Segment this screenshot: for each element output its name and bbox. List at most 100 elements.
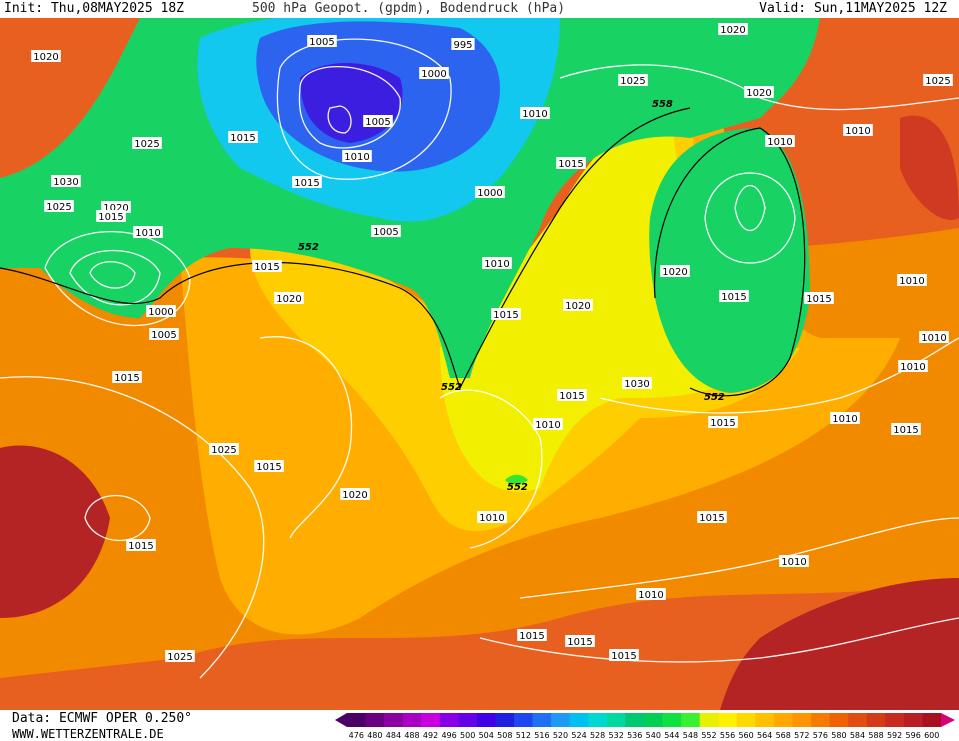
- pressure-label-text: 1000: [477, 188, 502, 199]
- isohypse-line: [0, 107, 691, 390]
- pressure-label: 1005: [307, 35, 337, 48]
- pressure-label-box: [898, 360, 928, 372]
- legend-swatch: [421, 713, 441, 727]
- pressure-label-box: [804, 292, 834, 304]
- legend-tick-label: 536: [627, 731, 642, 740]
- pressure-label: 1005: [149, 328, 179, 341]
- isobar: [327, 105, 352, 134]
- legend-swatch: [681, 713, 701, 727]
- legend-tick-label: 540: [646, 731, 661, 740]
- isobar: [519, 517, 959, 599]
- pressure-label: 1025: [132, 137, 162, 150]
- pressure-label-box: [340, 488, 370, 500]
- pressure-label-text: 1010: [899, 276, 924, 287]
- legend-swatch: [903, 713, 923, 727]
- pressure-label: 1010: [520, 107, 550, 120]
- pressure-label: 1025: [923, 74, 953, 87]
- legend-tick-label: 584: [850, 731, 865, 740]
- isobar: [599, 337, 959, 414]
- legend-tick-label: 592: [887, 731, 902, 740]
- isobar: [439, 389, 543, 549]
- pressure-labels: 1020 1005 995 1000 1020 1025 1005 1010 1010 1025 1…: [31, 23, 953, 663]
- pressure-label-text: 1015: [493, 310, 518, 321]
- legend-tick-label: 532: [609, 731, 624, 740]
- legend-tick-label: 488: [404, 731, 419, 740]
- legend-tick-label: 544: [664, 731, 679, 740]
- pressure-label-box: [96, 210, 126, 222]
- pressure-label-box: [292, 176, 322, 188]
- pressure-label-text: 1015: [806, 294, 831, 305]
- legend-swatch: [662, 713, 682, 727]
- legend-swatches: [335, 713, 955, 727]
- pressure-label: 1025: [44, 200, 74, 213]
- pressure-label: 1015: [697, 511, 727, 524]
- pressure-label: 1015: [708, 416, 738, 429]
- pressure-label: 1000: [475, 186, 505, 199]
- pressure-label: 1010: [779, 555, 809, 568]
- legend-arrow-low: [335, 713, 347, 727]
- pressure-label-text: 1015: [98, 212, 123, 223]
- pressure-label-text: 1010: [781, 557, 806, 568]
- pressure-label-text: 1025: [925, 76, 950, 87]
- pressure-label-text: 1015: [699, 513, 724, 524]
- pressure-label: 1010: [898, 360, 928, 373]
- pressure-label: 1010: [477, 511, 507, 524]
- legend-tick-label: 576: [813, 731, 828, 740]
- pressure-label: 1015: [609, 649, 639, 662]
- legend-arrow-high: [941, 713, 955, 727]
- pressure-label-text: 1030: [53, 177, 78, 188]
- pressure-label: 1015: [804, 292, 834, 305]
- geopotential-fill: [0, 18, 959, 710]
- legend-tick-label: 484: [386, 731, 401, 740]
- pressure-label-box: [565, 635, 595, 647]
- legend-swatch: [384, 713, 404, 727]
- legend-tick-label: 560: [738, 731, 753, 740]
- legend-swatch: [792, 713, 812, 727]
- legend-tick-label: 528: [590, 731, 605, 740]
- pressure-label: 1005: [363, 115, 393, 128]
- pressure-label-box: [533, 418, 563, 430]
- pressure-label: 1010: [830, 412, 860, 425]
- pressure-label-box: [718, 23, 748, 35]
- isobar: [69, 249, 161, 306]
- pressure-label-box: [112, 371, 142, 383]
- pressure-label: 1020: [744, 86, 774, 99]
- pressure-label-box: [475, 186, 505, 198]
- pressure-label-text: 1020: [342, 490, 367, 501]
- pressure-label-text: 1025: [46, 202, 71, 213]
- pressure-label-text: 1015: [710, 418, 735, 429]
- pressure-label-text: 1010: [845, 126, 870, 137]
- pressure-label: 1025: [165, 650, 195, 663]
- pressure-label-text: 1010: [638, 590, 663, 601]
- isobar: [259, 336, 353, 539]
- isobars: [0, 38, 959, 679]
- legend-swatch: [532, 713, 552, 727]
- legend-swatch: [699, 713, 719, 727]
- legend-tick-label: 580: [831, 731, 846, 740]
- geo-label: 552: [298, 242, 319, 253]
- legend-tick-label: 556: [720, 731, 735, 740]
- pressure-label-text: 1010: [900, 362, 925, 373]
- pressure-label: 1000: [419, 67, 449, 80]
- pressure-label-box: [31, 50, 61, 62]
- pressure-label-box: [451, 38, 475, 50]
- pressure-label-box: [517, 629, 547, 641]
- legend-swatch: [514, 713, 534, 727]
- pressure-label: 1015: [252, 260, 282, 273]
- legend-swatch: [922, 713, 942, 727]
- legend-swatch: [402, 713, 422, 727]
- pressure-label: 995: [451, 38, 475, 51]
- legend-tick-label: 512: [516, 731, 531, 740]
- pressure-label-text: 1015: [256, 462, 281, 473]
- legend-swatch: [625, 713, 645, 727]
- pressure-label-box: [165, 650, 195, 662]
- data-source-label: Data: ECMWF OPER 0.250°: [12, 711, 193, 726]
- legend-tick-label: 600: [924, 731, 939, 740]
- color-scale-legend: 476 480 484 488 492 496 500 504 508 512 516 520 524 5…: [335, 713, 955, 740]
- pressure-label: 1015: [254, 460, 284, 473]
- legend-swatch: [569, 713, 589, 727]
- pressure-label: 1015: [126, 539, 156, 552]
- legend-swatch: [606, 713, 626, 727]
- legend-tick-label: 508: [497, 731, 512, 740]
- pressure-label: 1015: [565, 635, 595, 648]
